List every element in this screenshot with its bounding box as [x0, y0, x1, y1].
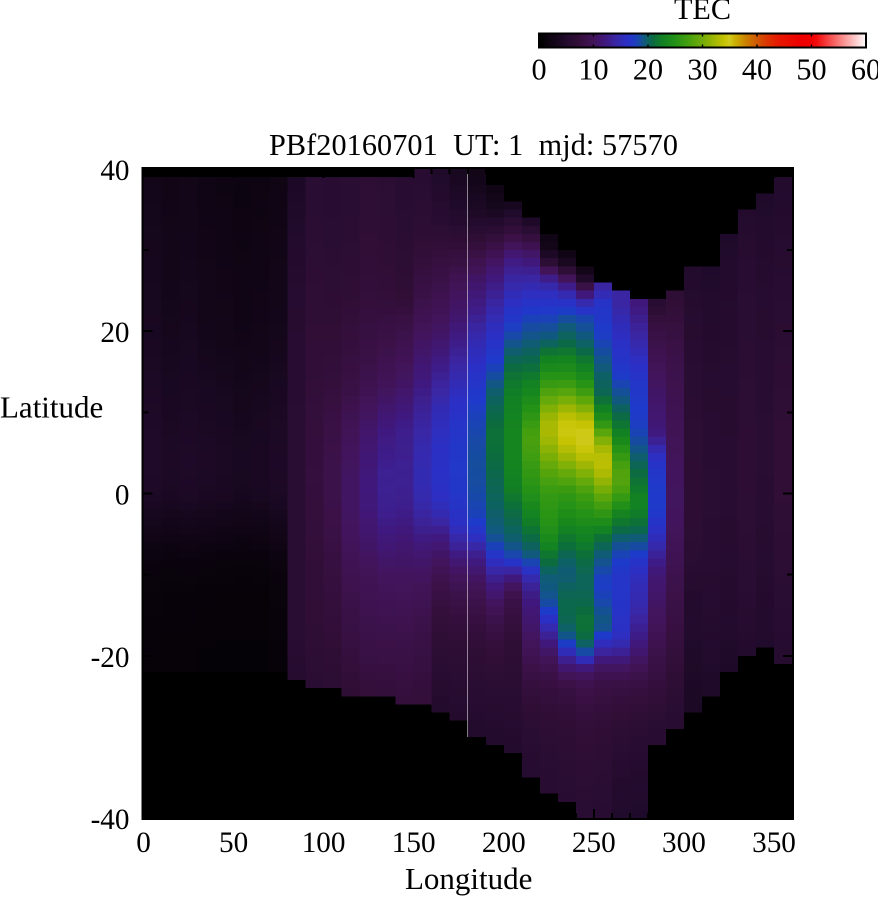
svg-text:20: 20 — [633, 53, 663, 87]
svg-text:50: 50 — [219, 827, 248, 859]
svg-text:Latitude: Latitude — [0, 390, 103, 425]
svg-text:TEC: TEC — [674, 0, 731, 26]
svg-text:40: 40 — [100, 155, 129, 187]
svg-text:Longitude: Longitude — [405, 861, 532, 896]
svg-text:0: 0 — [531, 53, 546, 87]
svg-text:PBf20160701 UT: 1 mjd: 57570: PBf20160701 UT: 1 mjd: 57570 — [269, 128, 678, 162]
svg-text:300: 300 — [662, 827, 706, 859]
svg-text:60: 60 — [851, 53, 878, 87]
svg-text:10: 10 — [578, 53, 608, 87]
svg-text:40: 40 — [742, 53, 772, 87]
svg-text:150: 150 — [392, 827, 436, 859]
svg-text:20: 20 — [100, 317, 129, 349]
svg-text:350: 350 — [752, 827, 796, 859]
svg-text:200: 200 — [482, 827, 526, 859]
svg-text:-20: -20 — [91, 642, 130, 674]
svg-text:30: 30 — [687, 53, 717, 87]
svg-text:0: 0 — [115, 480, 130, 512]
svg-text:-40: -40 — [91, 804, 130, 836]
svg-text:100: 100 — [302, 827, 346, 859]
svg-text:0: 0 — [136, 827, 151, 859]
svg-text:50: 50 — [796, 53, 826, 87]
svg-text:250: 250 — [572, 827, 616, 859]
